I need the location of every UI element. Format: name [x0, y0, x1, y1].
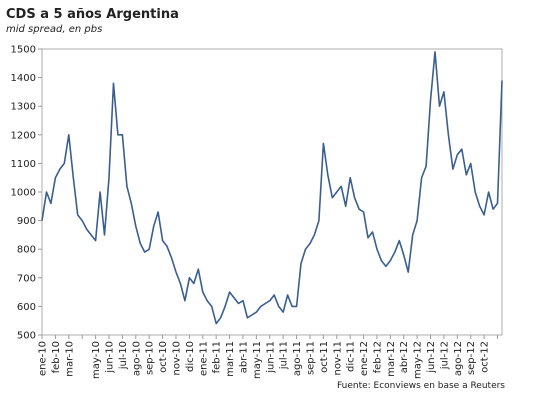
source: Fuente: Econviews en base a Reuters: [337, 381, 505, 391]
x-tick-label: oct-12: [480, 341, 491, 373]
x-tick-label: ene-12: [359, 341, 370, 376]
x-tick-label: nov-11: [332, 341, 343, 375]
x-tick-label: may-10: [91, 341, 102, 379]
x-tick-label: may-12: [413, 341, 424, 379]
x-tick-label: mar-10: [64, 341, 75, 377]
x-tick-label: sep-10: [145, 341, 156, 375]
x-tick-label: jun-12: [426, 341, 437, 374]
x-tick-label: sep-11: [305, 341, 316, 375]
x-tick-label: jun-11: [265, 341, 276, 374]
y-tick-label: 1400: [11, 73, 36, 84]
plot-frame: [41, 48, 503, 336]
x-tick-label: abr-11: [238, 341, 249, 373]
y-tick-label: 1000: [11, 188, 36, 199]
x-tick-label: ago-11: [292, 341, 303, 376]
x-tick-label: dic-11: [346, 341, 357, 372]
y-tick-label: 900: [17, 216, 36, 227]
x-tick-label: jul-11: [279, 341, 290, 370]
y-tick-label: 700: [17, 273, 36, 284]
chart-title: CDS a 5 años Argentina: [6, 7, 179, 22]
x-tick-label: nov-10: [171, 341, 182, 375]
y-tick-label: 1200: [11, 130, 36, 141]
x-tick-label: jul-10: [118, 341, 129, 370]
x-tick-label: oct-11: [319, 341, 330, 373]
x-tick-label: feb-10: [51, 341, 62, 373]
x-tick-label: dic-10: [185, 341, 196, 372]
x-tick-label: mar-11: [225, 341, 236, 377]
x-tick-label: ago-12: [453, 341, 464, 376]
x-tick-label: mar-12: [386, 341, 397, 377]
y-tick-label: 500: [17, 331, 36, 342]
x-tick-label: jul-12: [439, 341, 450, 370]
data-line: [41, 51, 503, 325]
x-tick-label: may-11: [252, 341, 263, 379]
x-tick-label: ago-10: [131, 341, 142, 376]
x-tick-label: feb-11: [212, 341, 223, 373]
x-tick-label: jun-10: [104, 341, 115, 374]
y-tick-label: 800: [17, 245, 36, 256]
x-tick-label: abr-12: [399, 341, 410, 373]
y-tick-label: 1100: [11, 159, 36, 170]
x-tick-label: ene-11: [198, 341, 209, 376]
x-tick-label: oct-10: [158, 341, 169, 373]
y-tick-label: 1300: [11, 102, 36, 113]
x-tick-label: feb-12: [372, 341, 383, 373]
x-tick-label: ene-10: [38, 341, 49, 376]
chart-subtitle: mid spread, en pbs: [6, 24, 102, 35]
y-tick-label: 600: [17, 302, 36, 313]
x-tick-label: sep-12: [466, 341, 477, 375]
y-tick-label: 1500: [11, 45, 36, 56]
